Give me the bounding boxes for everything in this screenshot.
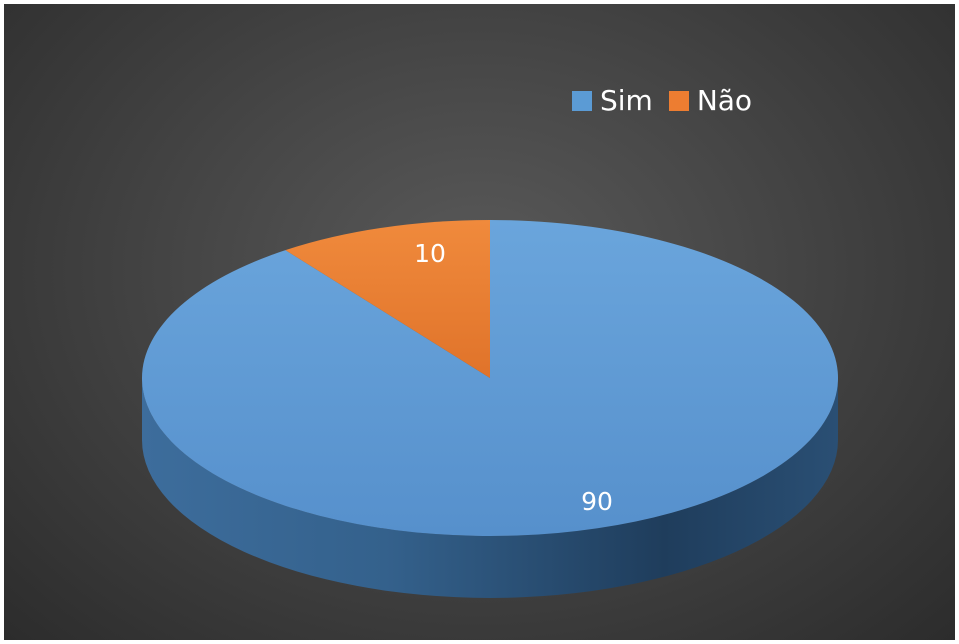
data-label-nao: 10 [414, 239, 446, 268]
data-label-sim: 90 [581, 487, 613, 516]
legend-swatch-nao [668, 90, 689, 111]
legend-label-nao: Não [696, 84, 753, 117]
legend: Sim Não [572, 84, 768, 117]
pie-slice-sim [141, 220, 838, 537]
pie-chart: 90 10 [141, 220, 838, 598]
pie-side-sim [142, 378, 838, 598]
pie-slice-nao [285, 220, 490, 378]
chart-area: Sim Não 90 10 [4, 4, 955, 640]
legend-item-sim: Sim [572, 84, 653, 117]
legend-swatch-sim [572, 90, 592, 111]
legend-item-nao: Não [668, 84, 753, 117]
legend-label-sim: Sim [600, 84, 653, 117]
